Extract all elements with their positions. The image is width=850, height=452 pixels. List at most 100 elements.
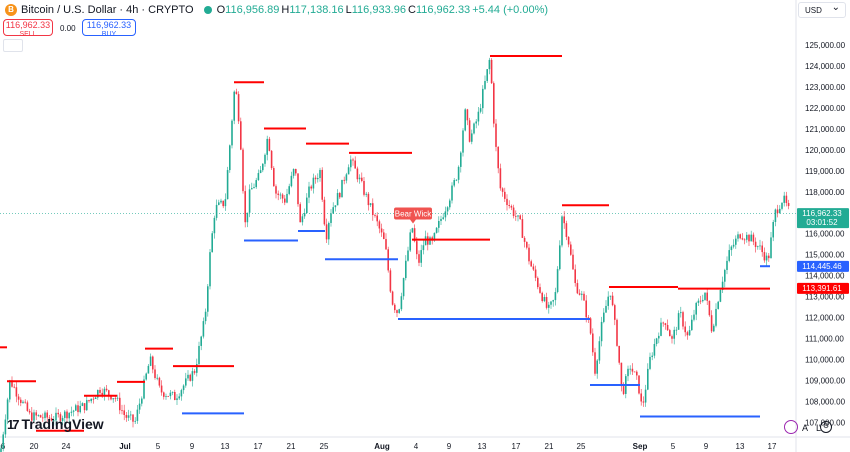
- tradingview-logo[interactable]: 17 TradingView: [7, 416, 104, 432]
- candle-body: [695, 302, 697, 315]
- y-tick-label: 109,000.00: [805, 376, 846, 385]
- candle-body: [259, 170, 262, 174]
- candle-body: [726, 260, 728, 270]
- axis-price-label-bg: [797, 208, 849, 229]
- candle-body: [31, 412, 33, 421]
- x-tick-label: 25: [320, 442, 329, 451]
- candle-body: [255, 180, 257, 188]
- y-tick-label: 118,000.00: [805, 188, 845, 197]
- candle-body: [20, 399, 22, 403]
- ohlc-l-label: L: [345, 4, 352, 16]
- candle-body: [11, 380, 13, 387]
- candle-body: [603, 312, 605, 322]
- candle-body: [112, 398, 114, 400]
- candle-body: [332, 207, 334, 214]
- candle-body: [72, 410, 75, 412]
- candle-body: [728, 250, 730, 261]
- candle-body: [178, 396, 180, 399]
- candle-body: [88, 400, 90, 402]
- candle-body: [248, 189, 251, 213]
- candle-body: [614, 305, 616, 320]
- candle-body: [449, 200, 451, 208]
- candle-body: [39, 415, 42, 418]
- sell-price: 116,962.33: [5, 20, 51, 30]
- x-tick-label: Jul: [119, 442, 131, 451]
- candle-body: [286, 193, 288, 203]
- candle-body: [466, 109, 469, 121]
- candle-body: [732, 244, 735, 247]
- candle-body: [394, 304, 396, 311]
- candle-body: [594, 352, 596, 374]
- candle-body: [288, 186, 290, 194]
- sell-button[interactable]: 116,962.33 SELL: [3, 19, 53, 38]
- candle-body: [277, 193, 279, 195]
- candle-body: [207, 286, 209, 312]
- spread-value: 0.00: [60, 24, 76, 33]
- candle-body: [636, 371, 638, 376]
- candle-body: [53, 420, 55, 422]
- candle-body: [169, 392, 172, 397]
- candle-body: [669, 330, 671, 337]
- candle-body: [688, 330, 691, 336]
- candle-body: [319, 169, 321, 179]
- candle-body: [198, 345, 200, 365]
- candle-body: [748, 234, 750, 242]
- candle-body: [629, 368, 631, 370]
- candle-body: [702, 299, 704, 302]
- buy-price: 116,962.33: [86, 20, 132, 30]
- candle-body: [130, 414, 132, 416]
- candle-body: [110, 395, 112, 400]
- candle-body: [453, 180, 455, 186]
- candle-body: [633, 371, 636, 373]
- axis-price-label: 114,445.46: [797, 260, 849, 272]
- candle-body: [213, 217, 216, 234]
- candle-body: [757, 246, 759, 248]
- candle-body: [675, 329, 678, 331]
- x-tick-label: 9: [447, 442, 452, 451]
- currency-select[interactable]: USD: [798, 0, 846, 18]
- buy-label: BUY: [101, 31, 117, 38]
- candle-body: [123, 410, 125, 415]
- candle-body: [424, 236, 427, 246]
- candle-body: [42, 417, 44, 419]
- candle-body: [33, 412, 35, 421]
- ohlc-c-label: C: [407, 4, 416, 16]
- ohlc-high: 117,138.16: [289, 4, 344, 16]
- candle-body: [328, 222, 330, 240]
- chart-settings-icon[interactable]: ⚙: [820, 421, 832, 433]
- collapse-legend-button[interactable]: [3, 39, 23, 52]
- candle-body: [455, 179, 458, 181]
- candle-body: [187, 374, 189, 379]
- candle-body: [4, 419, 7, 435]
- candle-body: [244, 191, 246, 223]
- candle-body: [119, 397, 121, 411]
- log-scale-toggle[interactable]: L: [816, 423, 822, 433]
- candle-body: [321, 169, 323, 200]
- candle-body: [376, 215, 378, 222]
- auto-scale-toggle[interactable]: A: [802, 423, 809, 433]
- ohlc-close: 116,962.33: [415, 4, 471, 16]
- candle-body: [297, 173, 299, 205]
- candle-body: [64, 411, 66, 418]
- go-to-realtime-icon[interactable]: [784, 420, 798, 434]
- buy-button[interactable]: 116,962.33 BUY: [82, 19, 136, 38]
- candle-body: [266, 138, 268, 155]
- candle-body: [770, 237, 772, 259]
- candle-body: [416, 241, 418, 255]
- candle-body: [660, 322, 662, 336]
- candle-body: [70, 411, 73, 413]
- candle-body: [284, 198, 286, 203]
- candle-body: [279, 194, 282, 196]
- candle-body: [721, 281, 724, 290]
- candle-body: [752, 234, 755, 242]
- candle-body: [497, 146, 499, 169]
- candle-body: [743, 239, 746, 241]
- candle-body: [330, 213, 332, 223]
- symbol-title[interactable]: Bitcoin / U.S. Dollar · 4h · CRYPTO: [21, 4, 194, 16]
- candle-body: [55, 412, 57, 421]
- candle-body: [592, 333, 594, 353]
- candle-body: [97, 389, 99, 398]
- x-tick-label: 17: [768, 442, 777, 451]
- candle-body: [347, 167, 350, 175]
